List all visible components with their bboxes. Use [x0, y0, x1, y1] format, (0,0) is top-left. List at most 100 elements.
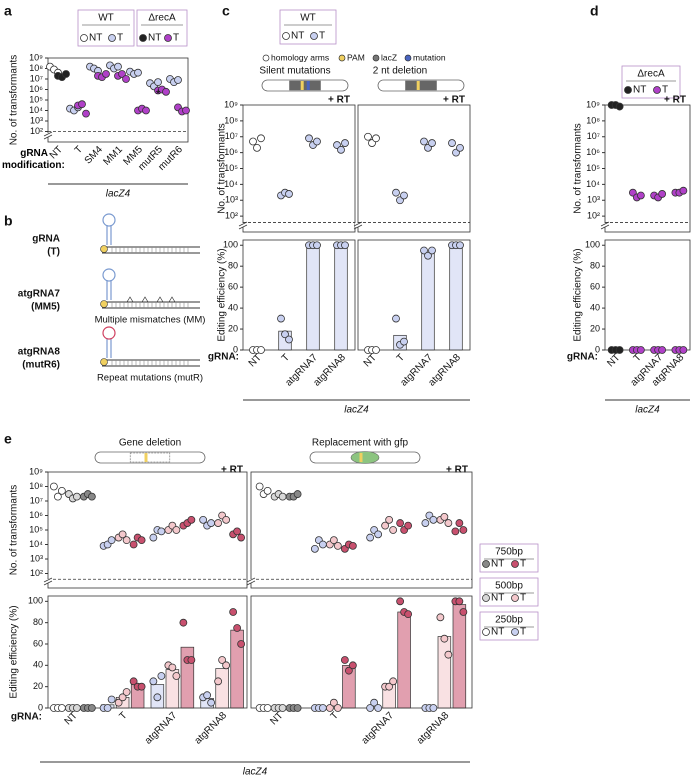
data-point: [172, 526, 181, 534]
annotation: + RT: [443, 95, 465, 106]
data-point: [285, 190, 293, 198]
data-point: [263, 486, 272, 495]
y-tick-label: 20: [33, 681, 43, 691]
axis-break-gap: [355, 223, 361, 227]
x-tick-label: NT: [63, 710, 80, 727]
y-tick-label: 10⁸: [29, 481, 43, 491]
bar: [421, 252, 435, 351]
data-point: [49, 482, 58, 491]
y-tick-label: 10²: [30, 126, 43, 136]
y-axis-label: No. of transformants: [573, 123, 584, 214]
bar: [342, 664, 356, 709]
data-point: [658, 190, 667, 198]
data-point: [293, 704, 302, 712]
mismatch: [126, 296, 134, 303]
data-point: [199, 515, 208, 524]
bar: [397, 611, 411, 709]
data-point: [428, 139, 436, 147]
subplot-title: 2 nt deletion: [373, 66, 428, 77]
data-point: [233, 624, 242, 632]
data-point: [118, 693, 127, 702]
data-point: [615, 346, 624, 354]
plot-frame: [47, 595, 248, 709]
gene-pam: [300, 81, 304, 90]
pam: [100, 358, 108, 366]
y-tick-label: 20: [228, 323, 238, 333]
plot-frame: [604, 104, 691, 233]
data-point: [372, 134, 380, 143]
plot-frame: [47, 471, 248, 589]
data-point: [214, 677, 223, 686]
legend-marker: [511, 560, 519, 568]
x-tick-label: MM1: [101, 144, 125, 168]
x-tick-label: T: [632, 352, 644, 364]
data-point: [237, 533, 246, 542]
data-point: [122, 75, 130, 83]
data-point: [448, 139, 456, 147]
y-tick-label: 0: [595, 344, 600, 354]
data-point: [374, 704, 383, 712]
y-tick-label: 80: [33, 617, 43, 627]
data-point: [658, 346, 667, 354]
data-point: [459, 608, 468, 616]
data-point: [122, 688, 131, 696]
legend-marker: [482, 594, 490, 602]
data-point: [366, 704, 375, 712]
data-point: [400, 337, 408, 346]
axis-break: [246, 580, 256, 586]
data-point: [187, 656, 196, 664]
axis-break-gap: [240, 223, 246, 227]
data-point: [277, 314, 285, 323]
data-point: [392, 188, 400, 197]
data-point: [440, 634, 449, 643]
y-tick-label: 10³: [225, 195, 238, 205]
data-point: [57, 486, 66, 495]
y-tick-label: 40: [590, 302, 600, 312]
data-point: [318, 540, 327, 549]
data-point: [329, 536, 338, 545]
data-point: [313, 241, 321, 250]
y-tick-label: 10⁵: [224, 163, 238, 173]
data-point: [137, 682, 146, 691]
x-tick-label: T: [280, 352, 292, 364]
pam: [100, 300, 108, 308]
data-point: [444, 650, 453, 659]
y-tick-label: 10⁴: [586, 179, 600, 189]
y-tick-label: 10⁹: [29, 52, 43, 62]
y-tick-label: 10³: [587, 195, 600, 205]
legend-title: 500bp: [495, 581, 523, 592]
y-axis-label: Editing efficiency (%): [573, 248, 584, 341]
y-tick-label: 0: [233, 344, 238, 354]
y-tick-label: 10⁸: [224, 115, 238, 125]
x-axis-label: gRNA modification:: [2, 148, 65, 171]
group-label: lacZ4: [344, 405, 369, 416]
legend-title: WT: [300, 13, 316, 24]
data-point: [157, 527, 166, 536]
legend-label: mutation: [413, 52, 446, 62]
panel-label: d: [590, 3, 599, 19]
legend-box: [621, 65, 681, 99]
data-point: [263, 704, 272, 712]
y-tick-label: 10⁶: [29, 510, 43, 520]
data-point: [114, 62, 122, 71]
y-tick-label: 10⁹: [224, 99, 238, 109]
plot-frame: [604, 239, 691, 351]
data-point: [341, 139, 349, 147]
y-tick-label: 10²: [30, 568, 43, 578]
panel-label: b: [4, 213, 13, 229]
legend-title: 750bp: [495, 547, 523, 558]
data-point: [329, 698, 338, 707]
gene-insert: [350, 451, 380, 464]
annotation: *: [155, 86, 160, 101]
data-point: [149, 677, 158, 686]
y-tick-label: 80: [590, 261, 600, 271]
design-label: atgRNA8: [18, 347, 61, 358]
data-point: [222, 661, 231, 670]
y-tick-label: 10³: [30, 115, 43, 125]
subplot-title: Gene deletion: [119, 438, 181, 449]
annotation: + RT: [664, 95, 686, 106]
y-tick-label: 60: [590, 282, 600, 292]
mismatch: [156, 296, 164, 303]
data-point: [310, 544, 319, 553]
data-point: [174, 76, 182, 84]
